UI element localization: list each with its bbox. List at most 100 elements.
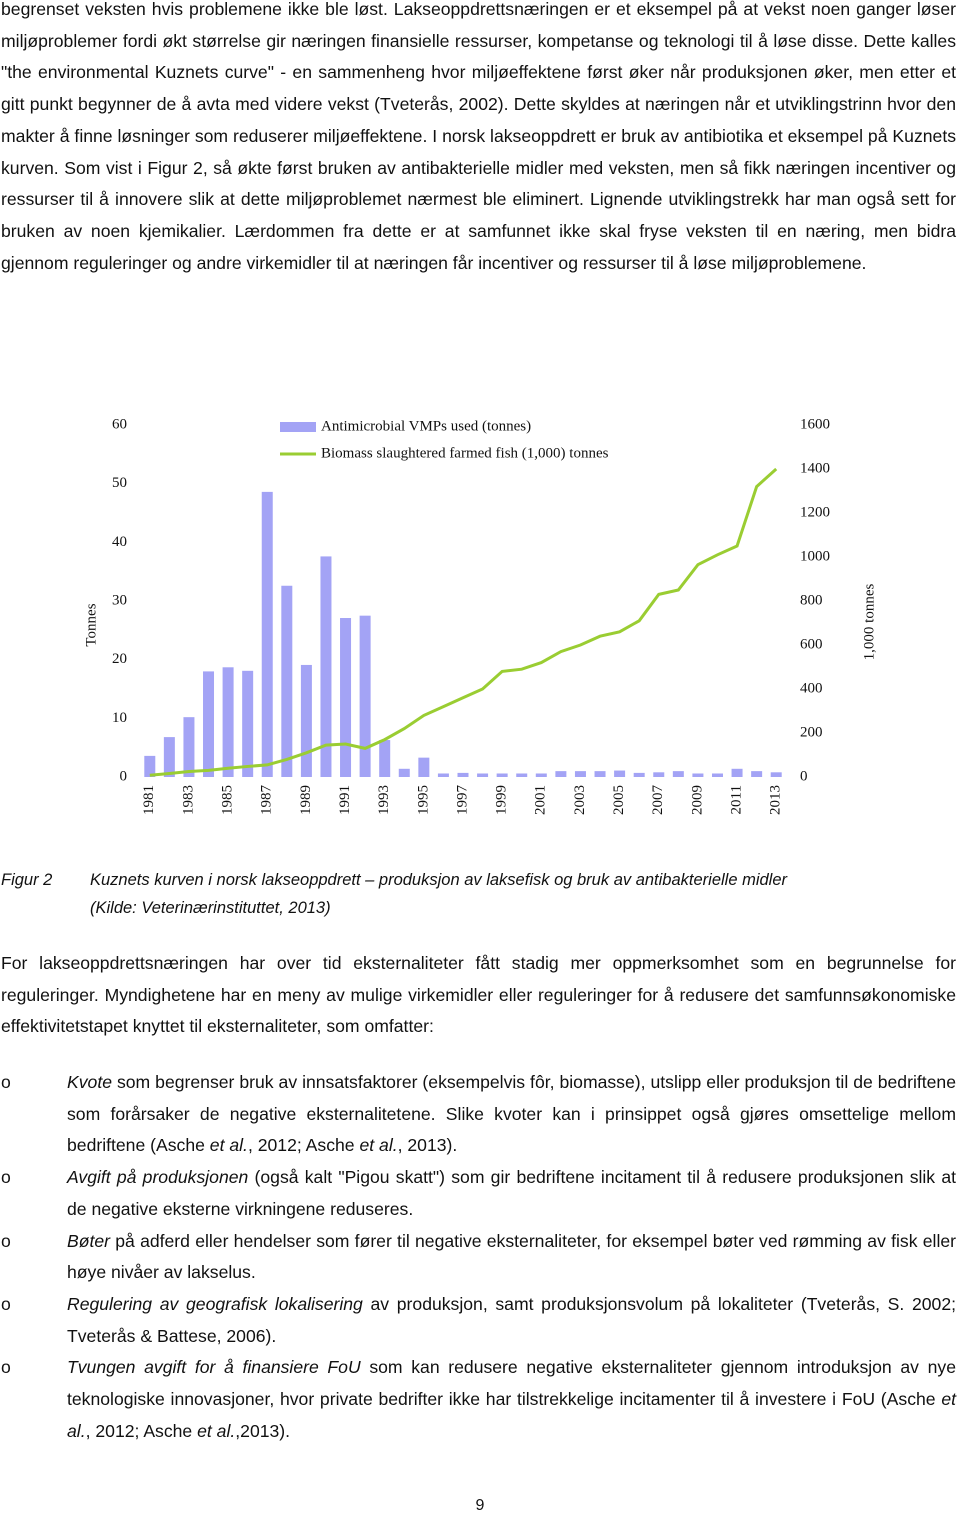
caption-label: Figur 2 — [1, 871, 53, 889]
list-item: o Tvungen avgift for å finansiere FoU som… — [1, 1352, 956, 1447]
bar — [574, 771, 586, 777]
x-tick-label: 2003 — [572, 785, 588, 815]
x-tick-label: 1991 — [337, 785, 353, 815]
bar — [398, 768, 410, 777]
x-tick-label: 1987 — [259, 785, 275, 816]
bar — [379, 740, 391, 777]
x-tick-label: 2007 — [650, 785, 666, 816]
y-tick-label: 0 — [120, 768, 128, 784]
text-run: et al. — [197, 1420, 236, 1441]
text-run: Kvote — [67, 1072, 112, 1092]
bar — [770, 772, 782, 777]
x-tick-label: 2001 — [533, 785, 549, 815]
list-item: o Avgift på produksjonen (også kalt "Pigo… — [1, 1162, 956, 1225]
x-tick-label: 2011 — [728, 785, 744, 814]
y-tick-label: 40 — [112, 534, 127, 550]
x-tick-label: 1985 — [220, 785, 236, 815]
x-tick-label: 1993 — [376, 785, 392, 815]
bar — [144, 755, 156, 777]
y-tick-label: 60 — [112, 416, 127, 432]
bar — [261, 491, 273, 777]
bullet-marker: o — [1, 1167, 11, 1188]
bar — [300, 664, 312, 777]
y2-tick-label: 1000 — [800, 548, 830, 564]
text-run: Tvungen avgift for å finansiere FoU — [67, 1357, 361, 1378]
bar — [359, 615, 371, 777]
paragraph: begrenset veksten hvis problemene ikke b… — [1, 0, 956, 273]
y2-tick-label: 400 — [800, 680, 823, 696]
bar — [633, 772, 645, 777]
x-tick-label: 1995 — [415, 785, 431, 815]
x-tick-label: 2005 — [611, 785, 627, 815]
bar — [203, 671, 215, 777]
bar — [516, 773, 528, 777]
y2-tick-label: 0 — [800, 768, 808, 784]
bar — [320, 556, 332, 777]
y2-tick-label: 1400 — [800, 460, 830, 476]
line — [149, 467, 778, 777]
bar — [692, 773, 704, 777]
y2-tick-label: 800 — [800, 592, 823, 608]
text-run: et al. — [67, 1389, 956, 1441]
x-tick-label: 1997 — [454, 785, 470, 816]
bar — [281, 585, 293, 777]
legend-label: Biomass slaughtered farmed fish (1,000) … — [321, 445, 609, 461]
y2-tick-label: 600 — [800, 636, 823, 652]
text-run: ,2013). — [235, 1420, 291, 1441]
y2-tick-label: 1200 — [800, 504, 830, 520]
bar — [535, 773, 547, 777]
x-tick-label: 1981 — [141, 785, 157, 815]
bar — [340, 618, 352, 777]
list-item: o Kvote som begrenser bruk av innsatsfakt… — [1, 1067, 956, 1162]
paragraph: For lakseoppdrettsnæringen har over tid … — [1, 953, 956, 1037]
x-tick-label: 1989 — [298, 785, 314, 815]
text-run: av produksjon, samt produksjonsvolum på … — [67, 1293, 956, 1346]
text-run: , 2013). — [397, 1135, 458, 1156]
bar — [496, 773, 508, 777]
text-run: Regulering av geografisk lokalisering — [67, 1293, 363, 1314]
text-run: et al. — [209, 1135, 248, 1156]
x-tick-label: 2009 — [689, 785, 705, 815]
bullet-marker: o — [1, 1072, 11, 1092]
bar — [555, 771, 567, 777]
page-number: 9 — [475, 1497, 485, 1514]
bar — [183, 717, 195, 777]
bar — [418, 757, 430, 777]
text-run: , 2012; Asche — [85, 1420, 198, 1441]
text-run: , 2012; Asche — [247, 1135, 360, 1156]
y-tick-label: 50 — [112, 475, 127, 491]
text-run: (også kalt "Pigou skatt") som gir bedrif… — [67, 1167, 956, 1219]
bar — [594, 771, 606, 777]
y2-tick-label: 200 — [800, 724, 823, 740]
bar — [672, 771, 684, 777]
y-tick-label: 20 — [112, 651, 127, 667]
y-tick-label: 30 — [112, 592, 127, 608]
y2-axis-label: 1,000 tonnes — [861, 584, 877, 661]
y-tick-label: 10 — [112, 710, 127, 726]
bar — [731, 768, 743, 777]
chart: Tonnes 1,000 tonnes 01020304050600200400… — [83, 416, 877, 816]
text-run: et al. — [359, 1135, 398, 1156]
bullet-marker: o — [1, 1230, 11, 1251]
bar — [242, 670, 254, 777]
text-run: på adferd eller hendelser som fører til … — [67, 1230, 956, 1283]
bar — [751, 771, 763, 777]
bullet-marker: o — [1, 1293, 11, 1314]
bar — [653, 772, 665, 777]
x-tick-label: 1983 — [180, 785, 196, 815]
legend-label: Antimicrobial VMPs used (tonnes) — [321, 418, 531, 434]
caption-text: Kuznets kurven i norsk lakseoppdrett – p… — [90, 866, 787, 922]
text-run: Bøter — [67, 1230, 111, 1251]
text-run: som kan redusere negative eksternalitete… — [67, 1357, 956, 1410]
bar — [163, 737, 175, 777]
caption-line: Kuznets kurven i norsk lakseoppdrett – p… — [90, 871, 788, 889]
legend-swatch — [280, 422, 316, 432]
x-tick-label: 2013 — [768, 785, 784, 815]
list-item: o Bøter på adferd eller hendelser som før… — [1, 1226, 956, 1289]
bar — [222, 667, 234, 777]
caption-line: (Kilde: Veterinærinstituttet, 2013) — [90, 899, 331, 917]
bullet-list: o Kvote som begrenser bruk av innsatsfakt… — [1, 1067, 956, 1447]
bar — [477, 773, 489, 777]
text-run: som begrenser bruk av innsatsfaktorer (e… — [67, 1072, 956, 1156]
